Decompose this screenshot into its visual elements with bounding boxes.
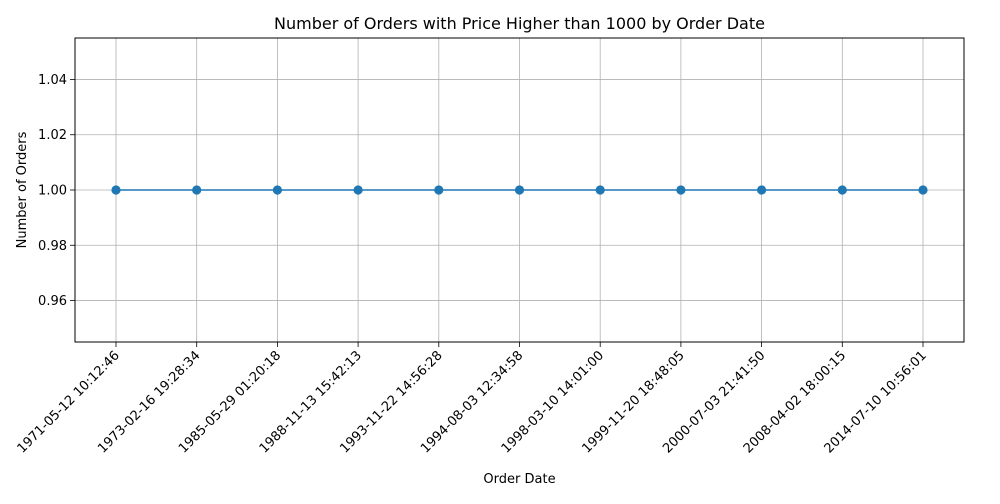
y-tick-label: 1.02 xyxy=(38,128,67,143)
data-point xyxy=(595,185,605,195)
data-point xyxy=(111,185,121,195)
data-point xyxy=(757,185,767,195)
data-point xyxy=(918,185,928,195)
axes-frame xyxy=(74,37,965,343)
y-tick-label: 1.04 xyxy=(38,73,67,88)
data-point xyxy=(514,185,525,195)
data-point xyxy=(676,185,686,195)
y-axis-label: Number of Orders xyxy=(15,131,30,248)
chart-title: Number of Orders with Price Higher than … xyxy=(274,14,765,33)
y-tick-label: 0.96 xyxy=(38,294,67,309)
y-tick-label: 0.98 xyxy=(38,239,67,254)
y-tick-label: 1.00 xyxy=(38,184,67,199)
series xyxy=(111,185,928,195)
data-point xyxy=(272,185,282,195)
data-point xyxy=(837,185,847,195)
data-point xyxy=(192,185,202,195)
x-axis-label: Order Date xyxy=(483,472,555,487)
axes xyxy=(70,37,965,347)
data-point xyxy=(353,185,363,195)
data-point xyxy=(434,185,444,195)
